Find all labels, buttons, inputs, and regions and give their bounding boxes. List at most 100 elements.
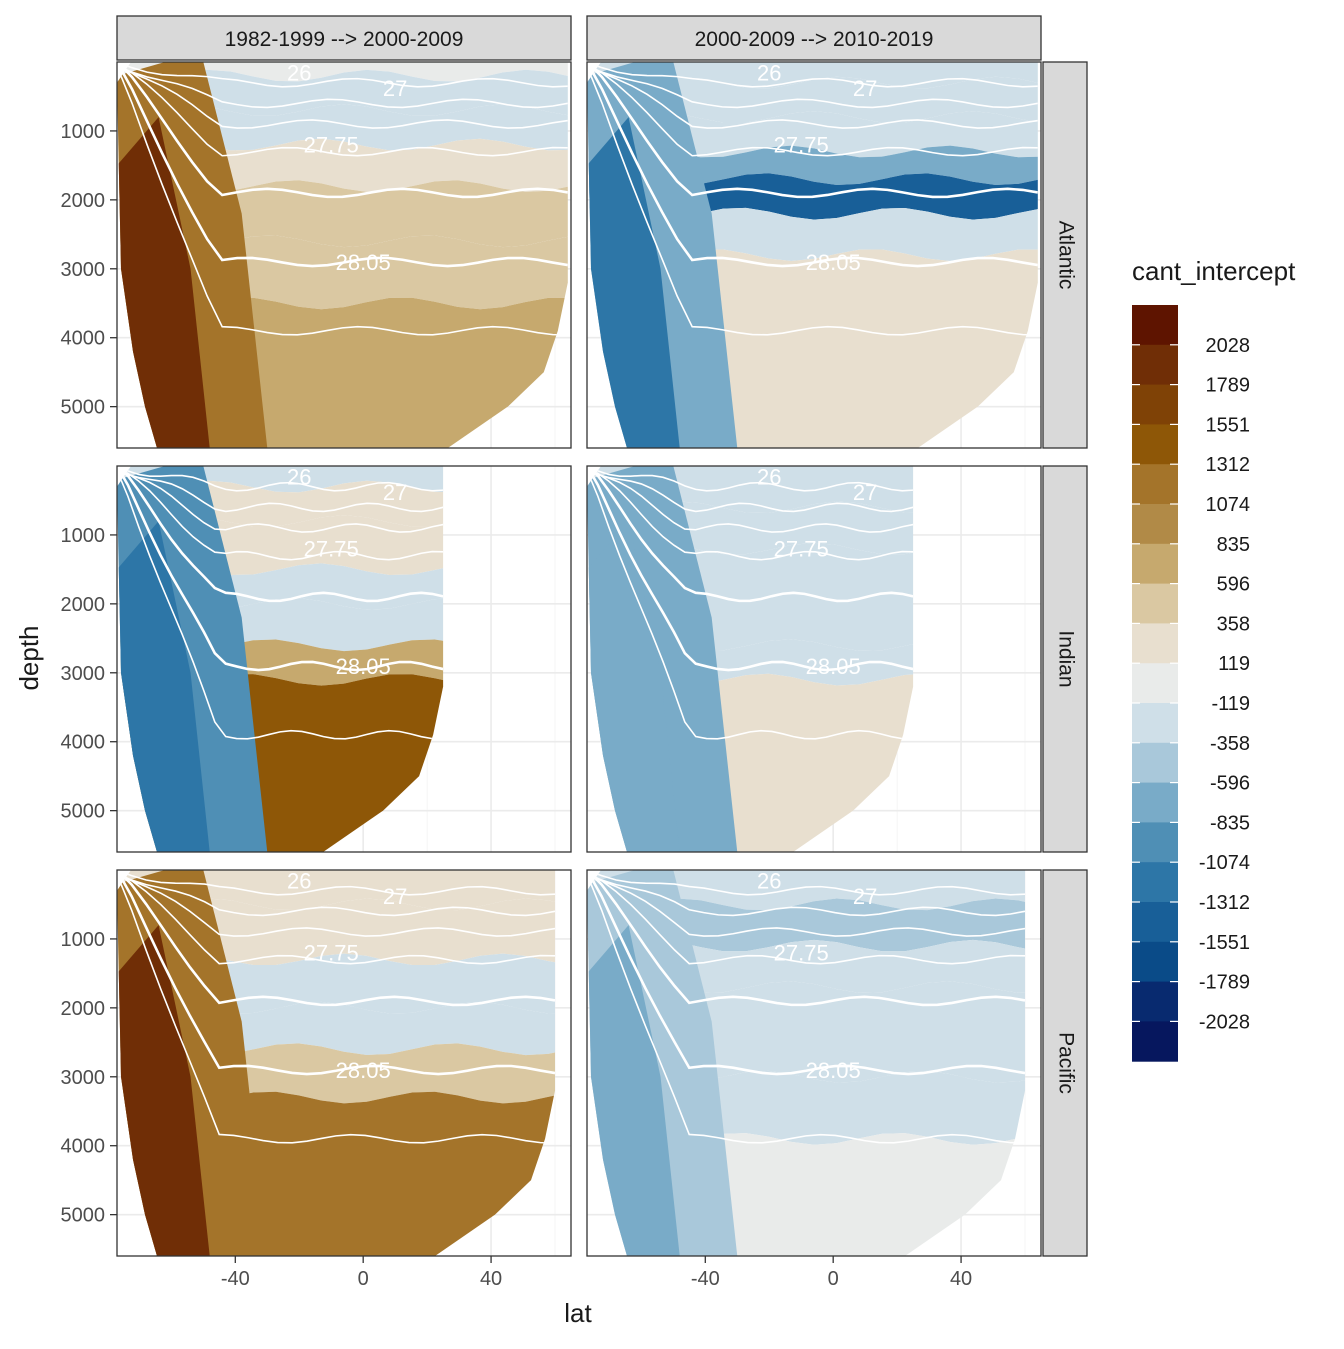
x-tick-label: 40 [950,1268,972,1290]
isopycnal-line [587,870,1026,896]
y-tick-label: 3000 [61,1067,106,1089]
isopycnal-line [587,65,1038,109]
isopycnal-line [587,66,1038,129]
panel-border [586,869,1042,1257]
x-tick-label: -40 [691,1268,720,1290]
legend-color-step [1132,663,1178,704]
column-strip-label: 1982-1999 --> 2000-2009 [225,28,464,51]
legend-color-step [1132,424,1178,465]
legend-color-step [1132,703,1178,744]
contour-band [117,104,568,151]
row-strip: Atlantic [1042,61,1088,449]
legend-color-step [1132,583,1178,624]
legend-color-step [1132,822,1178,863]
ocean-section: 26 27 27.75 28.05 [587,870,1026,1256]
ocean-section: 26 27 27.75 28.05 [117,464,444,852]
isopycnal-label: 28.05 [336,1058,391,1083]
legend-color-step [1132,782,1178,823]
legend: cant_intercept 2028 1789 1551 1312 1074 835 59… [1132,256,1296,1062]
column-strip-label: 2000-2009 --> 2010-2019 [695,28,934,51]
isopycnal-line [117,469,444,513]
y-tick-label: 3000 [61,259,106,281]
x-axis-label: lat [564,1298,592,1328]
isopycnal-line [117,466,444,672]
column-strip: 1982-1999 --> 2000-2009 [116,15,572,61]
y-tick-label: 2000 [61,190,106,212]
legend-color-step [1132,941,1178,983]
isopycnal-label: 28.05 [336,654,391,679]
isopycnal-label: 26 [757,60,781,85]
panels-layer: 26 27 27.75 28.05 26 27 27.75 28.05 26 27 27.75 28.… [116,60,1042,1257]
isopycnal-label: 27 [383,480,407,505]
row-strip-bg [1042,61,1088,449]
contour-band [117,62,568,82]
y-tick-label: 1000 [61,525,106,547]
ocean-section: 26 27 27.75 28.05 [587,60,1038,448]
isopycnal-line [587,874,1026,937]
panel-indian-1: 26 27 27.75 28.05 [116,464,572,853]
isopycnal-line [587,870,1026,1076]
panel-border [116,61,572,449]
legend-label: -1312 [1199,892,1250,914]
isopycnal-line [587,62,1038,88]
panel-pacific-2: 26 27 27.75 28.05 [586,869,1042,1257]
contour-band [117,870,556,911]
y-tick-label: 5000 [61,397,106,419]
isopycnal-label: 27 [383,884,407,909]
isopycnal-label: 27.75 [774,537,829,562]
y-tick-label: 5000 [61,1205,106,1227]
isopycnal-line [587,467,914,561]
legend-label: 1312 [1206,454,1251,476]
legend-label: 1789 [1206,375,1251,397]
isopycnal-label: 27.75 [304,537,359,562]
isopycnal-line [587,469,914,513]
y-tick-label: 4000 [61,328,106,350]
legend-label: 1074 [1206,494,1251,516]
isopycnal-line [117,467,444,561]
column-strip-bg [586,15,1042,61]
legend-label: 1551 [1206,414,1251,436]
legend-label: -358 [1210,733,1250,755]
isopycnal-line [117,65,568,336]
x-tick-label: 0 [358,1268,369,1290]
row-strip-label: Pacific [1054,1032,1077,1094]
legend-color-step [1132,902,1178,943]
panel-border [116,465,572,853]
x-tick-label: -40 [221,1268,250,1290]
contour-band [117,898,556,966]
isopycnal-label: 26 [287,464,311,489]
legend-label: -835 [1210,812,1250,834]
southern-core [117,521,210,852]
ocean-section: 26 27 27.75 28.05 [117,62,568,448]
legend-color-step [1132,623,1178,664]
isopycnal-label: 28.05 [806,250,861,275]
isopycnal-line [117,62,568,88]
ocean-section: 26 27 27.75 28.05 [587,466,914,852]
isopycnal-line [117,65,568,109]
legend-title: cant_intercept [1132,256,1296,286]
isopycnal-line [117,469,444,740]
isopycnal-line [117,871,556,965]
southern-core [117,925,210,1256]
column-strip-bg [116,15,572,61]
isopycnal-label: 27.75 [774,133,829,158]
y-tick-label: 2000 [61,594,106,616]
isopycnal-label: 27 [853,480,877,505]
axes-layer: 1000200030004000500010002000300040005000… [61,121,973,1290]
isopycnal-line [587,871,1026,965]
contour-band [117,69,568,116]
legend-color-step [1132,862,1178,903]
column-strip: 2000-2009 --> 2010-2019 [586,15,1042,61]
isopycnal-line [587,469,914,740]
legend-color-step [1132,305,1178,346]
legend-color-step [1132,464,1178,505]
legend-label: 835 [1217,534,1250,556]
isopycnal-line [117,870,556,1007]
panel-border [586,61,1042,449]
southern-core [587,521,680,852]
y-tick-label: 1000 [61,121,106,143]
isopycnal-line [117,874,556,937]
isopycnal-line [117,470,444,533]
southern-core [587,117,680,448]
